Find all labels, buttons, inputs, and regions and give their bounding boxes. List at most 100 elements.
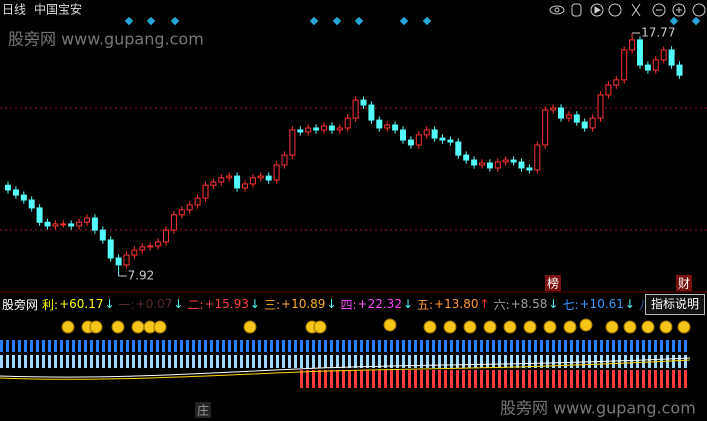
markers [124,16,701,26]
candle-body [336,127,343,131]
indicator-label: 七: [562,297,579,312]
candle-body [597,94,604,119]
candle-body [502,159,509,163]
candle-body [431,129,438,139]
candle-body [147,245,154,248]
tag-box [545,275,561,291]
coins [61,318,691,334]
indicator-label: 利: [42,297,59,312]
candle-body [249,177,256,185]
candle-body [131,249,138,256]
indicator-arrow: ↓ [624,297,635,311]
candle-body [660,49,667,61]
candle-body [91,217,98,231]
candle-body [265,175,272,181]
candle-body [163,229,169,243]
candle-body [376,119,383,129]
candle-body [550,107,557,111]
candle-body [52,223,59,227]
candle-body [534,144,541,171]
candle-body [558,107,564,119]
indicator-value: +10.89 [281,297,326,311]
candle-body [226,175,233,179]
candle-body [289,129,296,156]
candle-body [581,121,588,129]
indicator-line [0,357,691,378]
candle-body [60,223,67,226]
candle-body [479,162,485,166]
candle-body [392,124,399,131]
indicator-arrow: ↓ [249,297,260,311]
candle-body [652,59,659,71]
indicator-arrow: ↓ [173,297,184,311]
tag: 榜 [547,276,559,291]
candle-body [486,162,493,169]
indicator-line [0,359,691,380]
candle-body [218,177,225,183]
indicator-arrow: ↓ [548,297,559,311]
candle-body [186,204,193,211]
candle-body [494,161,501,169]
candle-body [471,159,478,166]
candle-body [194,197,201,206]
candle-body [5,184,11,191]
candle-body [573,114,580,123]
tag: 庄 [197,403,209,418]
candle-body [439,137,446,141]
indicator-label: 二: [187,297,204,312]
toolbar-icons[interactable] [549,3,706,17]
candle-body [668,49,675,66]
candle-body [155,241,162,247]
candle-body [415,134,422,146]
watermark: 股旁网 www.gupang.com [500,399,696,418]
indicator-value: +10.61 [579,297,624,311]
indicator-label: 六: [493,297,510,312]
low-label: 7.92 [128,269,155,283]
candle-body [463,154,470,161]
candle-body [407,139,414,146]
candle-body [115,257,122,266]
candle-body [565,114,572,119]
candle-body [28,199,35,209]
candle-body [605,84,612,96]
indicator-arrow: ↓ [104,297,115,311]
indicator-arrow: ↓ [326,297,337,311]
candle-body [305,127,312,133]
high-label: 17.77 [641,26,675,40]
candle-body [629,39,636,51]
indicator-value: +15.93 [204,297,249,311]
indicator-label: 三: [263,297,281,312]
candle-body [234,175,241,189]
candle-body [20,194,27,201]
indicator-bars [300,370,690,388]
indicator-help-button[interactable]: 指标说明 [645,294,705,315]
candle-body [423,129,430,136]
candle-body [526,167,533,171]
candle-body [589,117,596,129]
candle-body [123,254,130,266]
indicator-value: +22.32 [357,297,402,311]
indicator-label: 四: [340,297,357,312]
candle-body [170,214,177,231]
candle-body [44,221,51,227]
indicator-value: +60.17 [59,297,104,311]
candle-body [281,154,288,166]
candle-body [321,125,327,131]
candle-body [518,161,525,169]
candle-body [257,175,264,179]
indicator-bars [0,340,690,352]
candle-body [352,99,359,119]
candle-body [202,184,209,199]
indicator-label: 一: [118,297,135,312]
candle-body [447,139,454,143]
candle-body [178,209,185,216]
candle-body [400,129,406,141]
candle-body [99,229,106,241]
candle-body [676,64,683,76]
candle-body [384,124,391,129]
candle-body [12,189,19,196]
candle-body [68,223,75,227]
indicator-value: +13.80 [434,297,479,311]
